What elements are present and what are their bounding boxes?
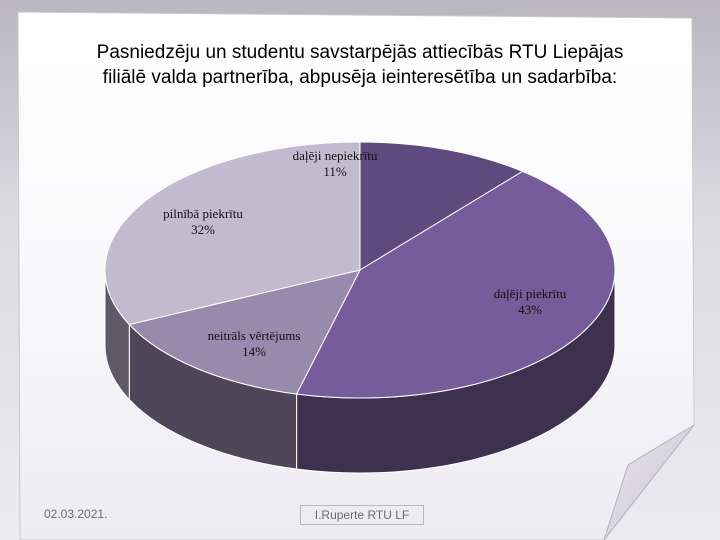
slice-label-1: daļēji piekrītu <box>494 286 567 301</box>
title-line-2: filiālē valda partnerība, abpusēja ieint… <box>102 67 618 88</box>
footer-date: 02.03.2021. <box>44 507 108 521</box>
slice-value-3: 32% <box>191 222 215 237</box>
pie-slice-1 <box>295 170 616 399</box>
slice-label-0: daļēji nepiekrītu <box>293 148 378 163</box>
pie-slice-3 <box>104 141 361 326</box>
slice-label-3: pilnībā piekrītu <box>163 206 243 221</box>
pie-slice-0 <box>359 141 524 271</box>
slice-value-0: 11% <box>323 164 347 179</box>
pie-slice-2 <box>128 269 361 395</box>
footer-author: I.Ruperte RTU LF <box>300 505 424 525</box>
title-line-1: Pasniedzēju un studentu savstarpējās att… <box>96 42 624 63</box>
slice-value-2: 14% <box>242 344 266 359</box>
slice-value-1: 43% <box>518 302 542 317</box>
slice-label-2: neitrāls vērtējums <box>208 328 301 343</box>
slide-title: Pasniedzēju un studentu savstarpējās att… <box>40 40 680 90</box>
